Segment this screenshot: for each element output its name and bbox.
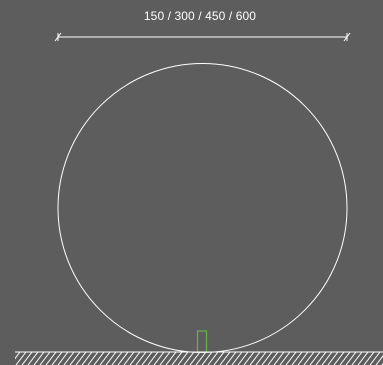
hatch-line [87, 352, 99, 365]
hatch-line [21, 352, 33, 365]
hatch-line [189, 352, 201, 365]
hatch-line [27, 352, 39, 365]
hatch-line [81, 352, 93, 365]
hatch-line [267, 352, 279, 365]
hatch-line [291, 352, 303, 365]
hatch-line [105, 352, 117, 365]
hatch-line [165, 352, 177, 365]
hatch-line [321, 352, 333, 365]
hatch-line [243, 352, 255, 365]
hatch-line [177, 352, 189, 365]
dimension-line [54, 32, 351, 42]
hatch-line [255, 352, 267, 365]
hatch-line [93, 352, 105, 365]
hatch-line [111, 352, 123, 365]
hatch-line [33, 352, 45, 365]
hatch-line [159, 352, 171, 365]
hatch-line [201, 352, 213, 365]
dimension-label: 150 / 300 / 450 / 600 [143, 9, 257, 23]
hatch-line [237, 352, 249, 365]
hatch-line [273, 352, 285, 365]
hatch-line [15, 352, 27, 365]
hatch-line [333, 352, 345, 365]
hatch-line [225, 352, 237, 365]
hatch-line [123, 352, 135, 365]
hatch-line [195, 352, 207, 365]
hatch-line [45, 352, 57, 365]
hatch-line [129, 352, 141, 365]
contact-marker [196, 330, 208, 353]
hatch-line [363, 352, 375, 365]
hatch-line [207, 352, 219, 365]
hatch-line [63, 352, 75, 365]
wheel-circle [57, 63, 348, 353]
hatch-line [279, 352, 291, 365]
hatch-line [375, 355, 383, 365]
hatch-line [153, 352, 165, 365]
hatch-line [183, 352, 195, 365]
hatch-line [351, 352, 363, 365]
hatch-line [51, 352, 63, 365]
ground-hatching [15, 352, 383, 365]
hatch-line [99, 352, 111, 365]
hatch-line [345, 352, 357, 365]
hatch-line [117, 352, 129, 365]
hatch-line [231, 352, 243, 365]
hatch-line [303, 352, 315, 365]
hatch-line [369, 352, 381, 365]
hatch-line [339, 352, 351, 365]
hatch-line [327, 352, 339, 365]
hatch-line [315, 352, 327, 365]
hatch-line [15, 352, 21, 360]
hatch-line [135, 352, 147, 365]
hatch-line [249, 352, 261, 365]
hatch-line [39, 352, 51, 365]
hatch-line [219, 352, 231, 365]
hatch-line [285, 352, 297, 365]
hatch-line [213, 352, 225, 365]
hatch-line [171, 352, 183, 365]
hatch-line [357, 352, 369, 365]
hatch-line [57, 352, 69, 365]
hatch-line [309, 352, 321, 365]
hatch-line [147, 352, 159, 365]
hatch-line [297, 352, 309, 365]
hatch-line [75, 352, 87, 365]
hatch-line [69, 352, 81, 365]
hatch-line [141, 352, 153, 365]
hatch-line [261, 352, 273, 365]
